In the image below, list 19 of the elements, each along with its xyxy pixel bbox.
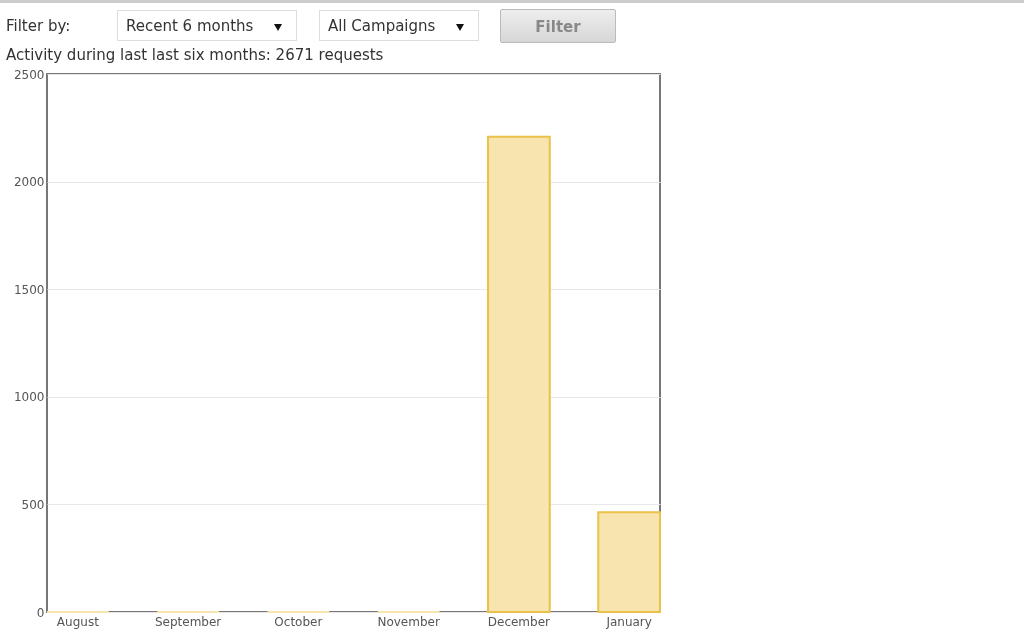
y-tick-label: 1500 [13, 282, 45, 297]
x-tick-label: January [605, 614, 652, 629]
y-tick-label: 0 [36, 605, 45, 620]
x-tick-label: September [154, 614, 222, 629]
chart-title: Activity during last last six months: 2671 requests [6, 46, 384, 64]
filter-button: Filter [500, 9, 616, 43]
y-tick-label: 2000 [13, 175, 45, 190]
y-tick-label: 500 [21, 497, 45, 512]
x-tick-label: December [487, 614, 551, 629]
bar [597, 511, 661, 613]
y-tick-label: 1000 [13, 390, 45, 405]
dropdown-field: Recent 6 months [117, 10, 297, 41]
y-tick-label: 2500 [13, 67, 45, 82]
bar [487, 135, 551, 613]
x-tick-label: August [56, 614, 100, 629]
x-tick-label: November [377, 614, 440, 629]
dropdown-field: All Campaigns [319, 10, 479, 41]
text: Filter by: [6, 17, 71, 35]
x-tick-label: October [274, 614, 323, 629]
